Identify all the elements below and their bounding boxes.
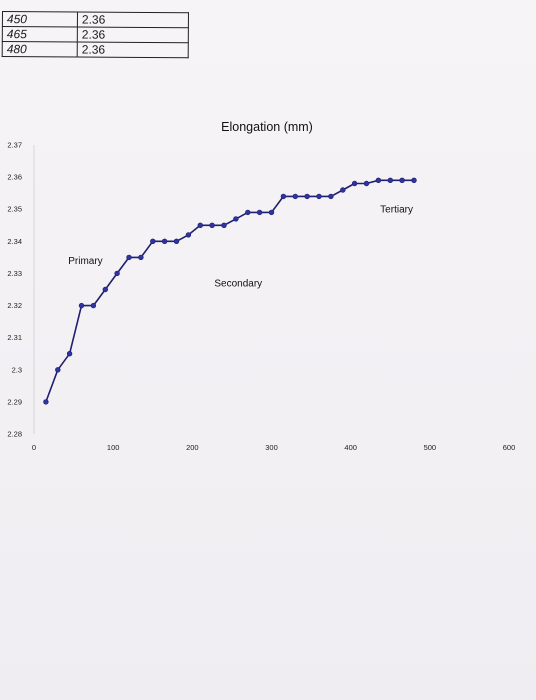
annotation-label: Secondary	[214, 278, 262, 289]
data-point	[161, 238, 168, 245]
data-point	[387, 177, 393, 184]
y-tick-label: 2.34	[7, 237, 22, 246]
data-point	[411, 177, 417, 184]
data-point	[78, 302, 85, 309]
data-point	[268, 209, 275, 216]
data-point	[55, 367, 61, 373]
y-tick-label: 2.35	[7, 205, 22, 214]
data-point	[66, 351, 73, 357]
y-tick-label: 2.33	[7, 269, 22, 278]
data-point	[245, 209, 251, 216]
data-point	[150, 238, 156, 245]
annotation-label: Tertiary	[380, 204, 413, 215]
data-point	[185, 232, 192, 238]
y-tick-label: 2.32	[7, 301, 22, 310]
data-point	[197, 222, 204, 229]
x-tick-label: 500	[424, 443, 437, 452]
x-tick-label: 200	[186, 443, 199, 452]
y-tick-label: 2.37	[7, 141, 22, 150]
data-point	[351, 180, 358, 187]
chart-title: Elongation (mm)	[221, 120, 313, 134]
data-point	[340, 187, 346, 193]
series-line	[45, 179, 414, 403]
y-tick-label: 2.29	[7, 397, 22, 406]
data-point	[375, 177, 382, 184]
y-tick-label: 2.31	[7, 333, 22, 342]
x-tick-label: 0	[32, 443, 36, 452]
data-point	[209, 222, 215, 229]
data-point	[233, 216, 239, 222]
data-point	[114, 270, 120, 277]
y-tick-label: 2.28	[7, 430, 22, 439]
annotation-label: Primary	[68, 256, 102, 267]
series-layer	[43, 177, 417, 405]
x-tick-label: 300	[265, 443, 278, 452]
annotation-layer: Primary Secondary Tertiary	[68, 204, 413, 289]
x-tick-label: 100	[107, 443, 120, 452]
y-tick-label: 2.3	[12, 365, 22, 374]
data-point	[399, 177, 405, 184]
data-point	[102, 286, 109, 293]
data-point	[280, 193, 287, 200]
data-point	[126, 254, 132, 261]
data-point	[256, 209, 263, 216]
x-tick-label: 400	[344, 443, 357, 452]
data-point	[304, 193, 310, 200]
data-point	[43, 399, 49, 405]
data-point	[173, 238, 180, 245]
data-point	[328, 193, 334, 200]
y-tick-label: 2.36	[7, 173, 22, 182]
data-point	[363, 180, 370, 187]
data-point	[316, 193, 322, 200]
y-tick-labels: 2.37 2.36 2.35 2.34 2.33 2.32 2.31 2.3 2.29 2.28	[7, 141, 22, 439]
data-point	[292, 193, 298, 200]
data-point	[90, 302, 97, 309]
x-tick-label: 600	[503, 443, 516, 452]
x-tick-labels: 0 100 200 300 400 500 600	[32, 443, 515, 452]
data-point	[138, 254, 144, 261]
data-point	[221, 222, 227, 229]
